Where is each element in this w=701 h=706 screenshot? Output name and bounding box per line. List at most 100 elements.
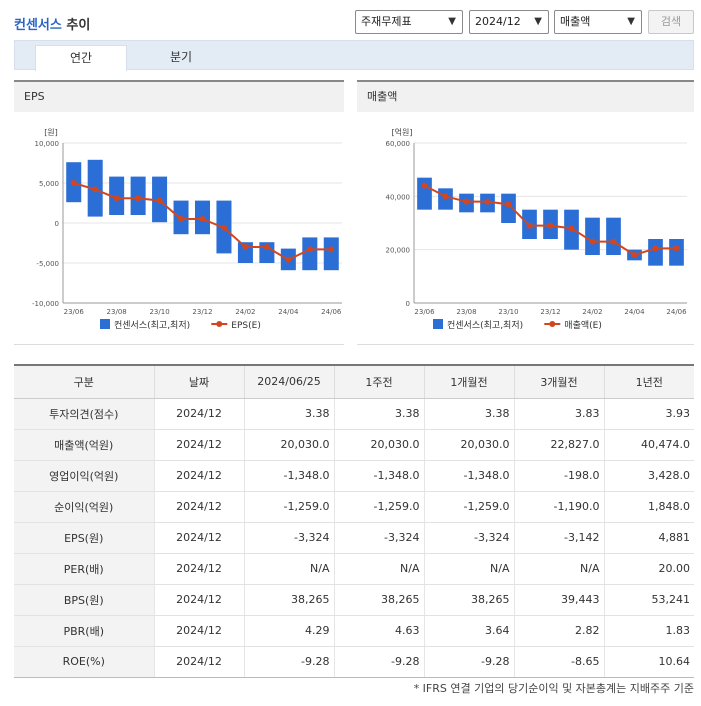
- title-suffix: 추이: [61, 18, 91, 33]
- sales-panel-title: 매출액: [357, 80, 694, 112]
- table-row: BPS(원) 2024/12 38,265 38,265 38,265 39,443 53,…: [14, 584, 694, 616]
- table-cell: -8.65: [514, 646, 605, 678]
- estimate-point: [113, 195, 120, 202]
- table-cell: -9.28: [424, 646, 515, 678]
- table-cell: 1.83: [604, 615, 694, 647]
- period-select[interactable]: 2024/12 ▼: [469, 10, 549, 34]
- row-date: 2024/12: [154, 615, 245, 647]
- y-tick-label: 5,000: [39, 180, 59, 188]
- column-header: 1주전: [334, 364, 425, 399]
- estimate-point: [673, 245, 680, 252]
- column-header: 1년전: [604, 364, 694, 399]
- table-row: 영업이익(억원) 2024/12 -1,348.0 -1,348.0 -1,348.0-…: [14, 460, 694, 492]
- table-cell: 1,848.0: [604, 491, 694, 523]
- table-cell: N/A: [514, 553, 605, 585]
- chart-unit-label: [억원]: [392, 127, 413, 137]
- y-tick-label: 0: [55, 220, 59, 228]
- search-button[interactable]: 검색: [648, 10, 694, 34]
- table-cell: 39,443: [514, 584, 605, 616]
- table-cell: 3,428.0: [604, 460, 694, 492]
- table-row: ROE(%) 2024/12 -9.28 -9.28 -9.28 -8.65 10.64: [14, 646, 694, 678]
- x-tick-label: 24/02: [582, 308, 602, 316]
- x-tick-label: 24/06: [321, 308, 342, 316]
- tab-annual[interactable]: 연간: [35, 45, 127, 71]
- table-row: 순이익(억원) 2024/12 -1,259.0 -1,259.0 -1,259.0 -1…: [14, 491, 694, 523]
- table-cell: -1,259.0: [244, 491, 335, 523]
- x-tick-label: 23/08: [107, 308, 127, 316]
- row-label: 영업이익(억원): [14, 460, 155, 492]
- x-tick-label: 23/10: [498, 308, 518, 316]
- row-label: PBR(배): [14, 615, 155, 647]
- table-cell: N/A: [334, 553, 425, 585]
- table-cell: -1,348.0: [244, 460, 335, 492]
- estimate-point: [135, 195, 142, 202]
- footnote: * IFRS 연결 기업의 당기순이익 및 자본총계는 지배주주 기준: [413, 682, 694, 695]
- estimate-point: [70, 180, 77, 186]
- table-cell: -1,259.0: [334, 491, 425, 523]
- period-select-value: 2024/12: [475, 15, 521, 28]
- statement-select-value: 주재무제표: [361, 15, 412, 28]
- sales-chart: [억원] 60,000 40,000 20,000 0 23/06 23/08 23/10 23…: [386, 127, 688, 331]
- estimate-point: [547, 222, 554, 229]
- table-cell: 38,265: [334, 584, 425, 616]
- row-label: 순이익(억원): [14, 491, 155, 523]
- x-tick-label: 23/10: [149, 308, 169, 316]
- table-cell: 2.82: [514, 615, 605, 647]
- legend-bar-label: 컨센서스(최고,최저): [114, 320, 190, 331]
- row-date: 2024/12: [154, 398, 245, 430]
- legend-bar-swatch: [433, 319, 443, 329]
- row-label: PER(배): [14, 553, 155, 585]
- table-cell: -1,348.0: [334, 460, 425, 492]
- statement-select[interactable]: 주재무제표 ▼: [355, 10, 463, 34]
- column-header: 구분: [14, 364, 155, 399]
- table-cell: -3,324: [424, 522, 515, 554]
- x-tick-label: 23/08: [456, 308, 476, 316]
- row-label: 투자의견(점수): [14, 398, 155, 430]
- estimate-point: [568, 225, 575, 232]
- table-cell: 3.38: [244, 398, 335, 430]
- estimate-point: [631, 252, 638, 258]
- metric-select[interactable]: 매출액 ▼: [554, 10, 642, 34]
- table-cell: 53,241: [604, 584, 694, 616]
- table-cell: -1,259.0: [424, 491, 515, 523]
- column-header: 날짜: [154, 364, 245, 399]
- x-tick-label: 23/12: [192, 308, 212, 316]
- table-cell: 20,030.0: [334, 429, 425, 461]
- x-tick-label: 23/12: [540, 308, 560, 316]
- table-row: PBR(배) 2024/12 4.29 4.63 3.64 2.82 1.83: [14, 615, 694, 647]
- estimate-point: [285, 256, 292, 263]
- legend-line-label: 매출액(E): [564, 319, 602, 331]
- table-cell: -1,348.0: [424, 460, 515, 492]
- estimate-point: [442, 193, 449, 200]
- row-date: 2024/12: [154, 429, 245, 461]
- range-bar: [669, 239, 684, 266]
- x-tick-label: 24/06: [666, 308, 687, 316]
- table-row: PER(배) 2024/12 N/A N/A N/A N/A 20.00: [14, 553, 694, 585]
- table-cell: -9.28: [244, 646, 335, 678]
- y-tick-label: -5,000: [36, 260, 59, 268]
- table-cell: N/A: [424, 553, 515, 585]
- x-tick-label: 24/04: [278, 308, 299, 316]
- estimate-point: [526, 222, 533, 229]
- estimate-point: [505, 201, 512, 208]
- column-header: 2024/06/25: [244, 364, 335, 399]
- range-bar: [302, 237, 318, 271]
- table-cell: -3,142: [514, 522, 605, 554]
- table-cell: 20,030.0: [244, 429, 335, 461]
- row-label: ROE(%): [14, 646, 155, 678]
- column-header: 1개월전: [424, 364, 515, 399]
- table-cell: 3.93: [604, 398, 694, 430]
- table-cell: 38,265: [244, 584, 335, 616]
- x-tick-label: 24/02: [235, 308, 255, 316]
- range-bar: [606, 217, 621, 255]
- column-header: 3개월전: [514, 364, 605, 399]
- estimate-point: [652, 245, 659, 252]
- legend-line-label: EPS(E): [231, 321, 261, 331]
- table-cell: -198.0: [514, 460, 605, 492]
- title-company: 컨센서스: [14, 18, 62, 33]
- row-date: 2024/12: [154, 522, 245, 554]
- tab-quarterly[interactable]: 분기: [169, 50, 193, 64]
- table-cell: 3.38: [424, 398, 515, 430]
- x-tick-label: 24/04: [624, 308, 645, 316]
- row-date: 2024/12: [154, 584, 245, 616]
